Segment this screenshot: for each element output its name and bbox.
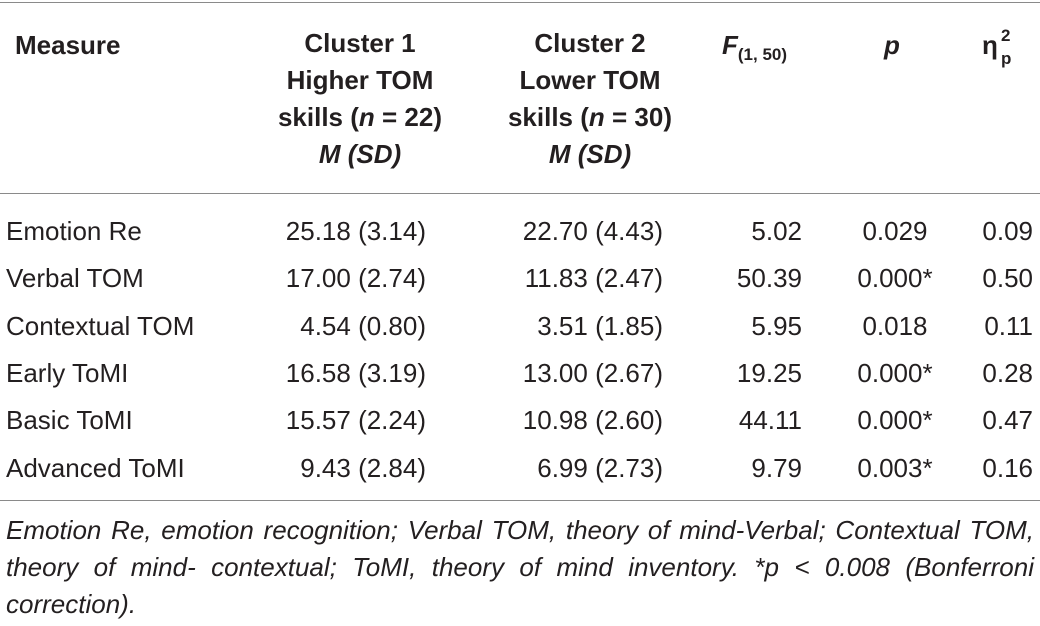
header-cluster2: Cluster 2 Lower TOM skills (n = 30) M (S… xyxy=(507,28,673,169)
row-measure: Advanced ToMI xyxy=(6,453,185,483)
row-cluster2: 13.00 (2.67) xyxy=(522,358,663,388)
row-measure: Emotion Re xyxy=(6,216,142,246)
header-p: p xyxy=(884,30,900,60)
row-p: 0.000* xyxy=(857,405,933,435)
row-cluster2: 11.83 (2.47) xyxy=(524,263,663,293)
row-eta: 0.09 xyxy=(982,216,1033,246)
row-cluster2: 3.51 (1.85) xyxy=(537,311,663,341)
row-f: 5.95 xyxy=(751,311,802,341)
header-cluster1: Cluster 1 Higher TOM skills (n = 22) M (… xyxy=(277,28,443,169)
row-f: 50.39 xyxy=(736,263,802,293)
row-cluster1: 16.58 (3.19) xyxy=(285,358,426,388)
row-measure: Contextual TOM xyxy=(6,311,195,341)
header-measure: Measure xyxy=(15,30,121,60)
row-p: 0.029 xyxy=(862,216,928,246)
row-cluster1: 15.57 (2.24) xyxy=(285,405,426,435)
row-cluster1: 4.54 (0.80) xyxy=(300,311,426,341)
row-p: 0.003* xyxy=(857,453,933,483)
top-rule xyxy=(0,2,1040,3)
row-measure: Verbal TOM xyxy=(6,263,144,293)
row-p: 0.018 xyxy=(862,311,928,341)
row-measure: Basic ToMI xyxy=(6,405,133,435)
row-eta: 0.11 xyxy=(984,311,1033,341)
bottom-rule xyxy=(0,500,1040,501)
header-rule xyxy=(0,193,1040,194)
row-cluster2: 22.70 (4.43) xyxy=(522,216,663,246)
row-eta: 0.16 xyxy=(982,453,1033,483)
row-p: 0.000* xyxy=(857,358,933,388)
row-measure: Early ToMI xyxy=(6,358,129,388)
row-f: 9.79 xyxy=(751,453,802,483)
row-cluster1: 9.43 (2.84) xyxy=(300,453,426,483)
row-p: 0.000* xyxy=(857,263,933,293)
table-footnote: Emotion Re, emotion recognition; Verbal … xyxy=(6,515,1034,619)
row-cluster1: 17.00 (2.74) xyxy=(285,263,426,293)
row-f: 5.02 xyxy=(751,216,802,246)
header-f: F(1, 50) xyxy=(722,30,788,64)
row-eta: 0.47 xyxy=(982,405,1033,435)
row-f: 19.25 xyxy=(736,358,802,388)
row-eta: 0.28 xyxy=(982,358,1033,388)
row-cluster2: 10.98 (2.60) xyxy=(522,405,663,435)
row-eta: 0.50 xyxy=(982,263,1033,293)
row-f: 44.11 xyxy=(738,405,802,435)
row-cluster1: 25.18 (3.14) xyxy=(285,216,426,246)
row-cluster2: 6.99 (2.73) xyxy=(537,453,663,483)
